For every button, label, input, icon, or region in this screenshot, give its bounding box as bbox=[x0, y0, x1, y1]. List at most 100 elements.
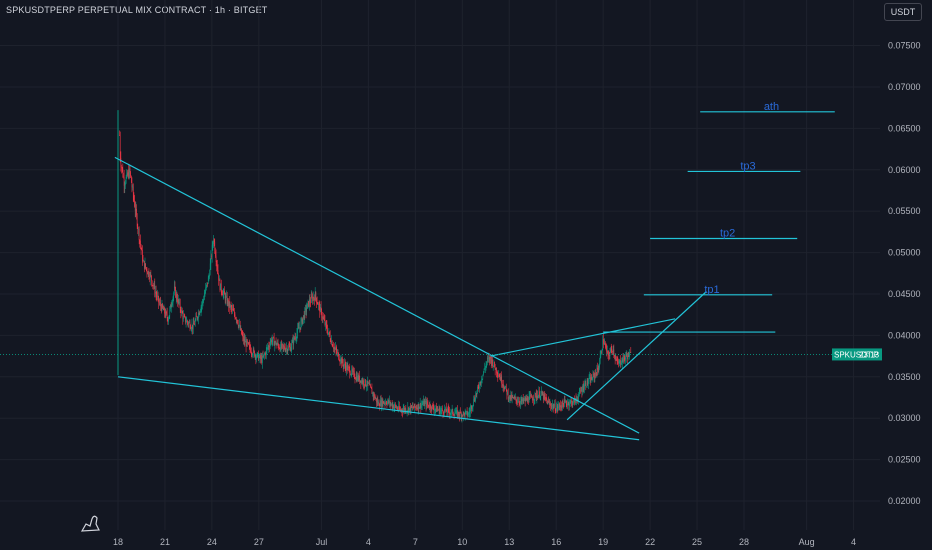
candle-body bbox=[196, 316, 197, 317]
candle-body bbox=[327, 330, 328, 334]
candle-body bbox=[344, 363, 346, 367]
candle-body bbox=[436, 409, 438, 412]
candle-body bbox=[191, 324, 193, 329]
x-tick-label: 28 bbox=[739, 537, 749, 547]
candle-body bbox=[479, 387, 480, 388]
candle-body bbox=[252, 349, 254, 355]
candle-body bbox=[579, 390, 581, 392]
trendline[interactable] bbox=[490, 318, 676, 357]
candle-body bbox=[342, 363, 344, 367]
candle-body bbox=[492, 359, 493, 367]
candle-body bbox=[465, 411, 467, 413]
trendline[interactable] bbox=[566, 291, 707, 421]
candle-body bbox=[362, 380, 364, 383]
candle-body bbox=[607, 350, 608, 353]
currency-button[interactable]: USDT bbox=[884, 3, 922, 21]
candle-body bbox=[183, 316, 185, 317]
candle-body bbox=[612, 351, 613, 352]
candle-body bbox=[462, 412, 464, 417]
candle-body bbox=[455, 410, 457, 413]
candle-body bbox=[169, 309, 171, 316]
candle-body bbox=[357, 375, 359, 381]
candle-body bbox=[208, 276, 210, 278]
candle-body bbox=[367, 380, 369, 384]
candle-body bbox=[532, 399, 534, 401]
candle-body bbox=[488, 357, 489, 358]
candle-body bbox=[131, 176, 132, 183]
candle-body bbox=[372, 392, 374, 397]
candle-body bbox=[312, 297, 313, 302]
candle-body bbox=[166, 313, 168, 318]
candle-body bbox=[237, 320, 238, 324]
candle-body bbox=[179, 302, 180, 304]
y-axis[interactable]: 0.07500 0.07000 0.06500 0.06000 0.05500 0.050… bbox=[888, 41, 921, 506]
x-axis[interactable]: 18 21 24 27 Jul 4 7 10 13 16 19 22 25 28 Aug 4 bbox=[113, 537, 856, 547]
tradingview-logo[interactable] bbox=[80, 515, 100, 532]
candle-body bbox=[210, 255, 212, 264]
chart-title: SPKUSDTPERP PERPETUAL MIX CONTRACT · 1h … bbox=[6, 5, 268, 15]
trendline[interactable] bbox=[114, 156, 640, 434]
candle-body bbox=[581, 390, 583, 393]
candle-body bbox=[219, 279, 220, 281]
candle-body bbox=[316, 302, 318, 304]
candle-body bbox=[159, 302, 161, 304]
candle-body bbox=[434, 409, 435, 411]
candle-body bbox=[312, 297, 314, 302]
candle-body bbox=[279, 348, 281, 351]
candle-body bbox=[243, 336, 244, 341]
candle-body bbox=[565, 401, 566, 403]
candle-body bbox=[458, 411, 459, 416]
candle-body bbox=[477, 386, 479, 388]
candle-body bbox=[190, 328, 191, 329]
candle-body bbox=[333, 347, 335, 349]
candle-body bbox=[172, 302, 173, 305]
candle-body bbox=[305, 308, 307, 312]
drawings[interactable]: tp1 tp2 tp3 ath bbox=[114, 101, 835, 441]
candle-body bbox=[521, 398, 523, 402]
candle-body bbox=[612, 349, 614, 352]
candle-body bbox=[442, 410, 444, 414]
candle-body bbox=[248, 342, 249, 345]
candle-body bbox=[460, 413, 462, 418]
candle-body bbox=[399, 405, 400, 410]
candle-body bbox=[512, 396, 514, 397]
candle-body bbox=[615, 358, 617, 360]
candle-body bbox=[241, 334, 243, 336]
candle-body bbox=[361, 380, 362, 384]
candle-body bbox=[170, 304, 172, 308]
candle-body bbox=[127, 172, 129, 176]
candle-body bbox=[610, 348, 612, 350]
candle-body bbox=[459, 415, 460, 417]
candle-body bbox=[254, 351, 255, 357]
candle-body bbox=[478, 386, 480, 388]
candle-body bbox=[287, 349, 289, 352]
candle-body bbox=[374, 394, 375, 399]
candle-body bbox=[258, 357, 260, 361]
candle-body bbox=[301, 318, 303, 324]
candle-body bbox=[549, 403, 551, 405]
candle-body bbox=[269, 346, 270, 348]
candle-body bbox=[255, 355, 257, 359]
candle-body bbox=[625, 354, 627, 357]
candle-body bbox=[261, 357, 263, 363]
candle-body bbox=[235, 318, 237, 321]
candle-body bbox=[394, 404, 396, 407]
candle-body bbox=[183, 316, 184, 319]
x-tick-label: 16 bbox=[551, 537, 561, 547]
candle-body bbox=[232, 308, 234, 311]
candle-body bbox=[128, 172, 129, 178]
candle-body bbox=[620, 359, 621, 365]
candle-body bbox=[206, 282, 208, 286]
candle-body bbox=[576, 398, 577, 400]
candle-body bbox=[585, 382, 587, 387]
trendline[interactable] bbox=[117, 376, 640, 441]
candle-body bbox=[601, 351, 602, 353]
candle-body bbox=[421, 404, 422, 408]
candle-body bbox=[249, 344, 250, 346]
candle-body bbox=[314, 292, 316, 301]
candle-body bbox=[468, 412, 470, 414]
candle-body bbox=[285, 348, 287, 351]
candle-body bbox=[229, 301, 231, 308]
candle-body bbox=[346, 365, 347, 371]
